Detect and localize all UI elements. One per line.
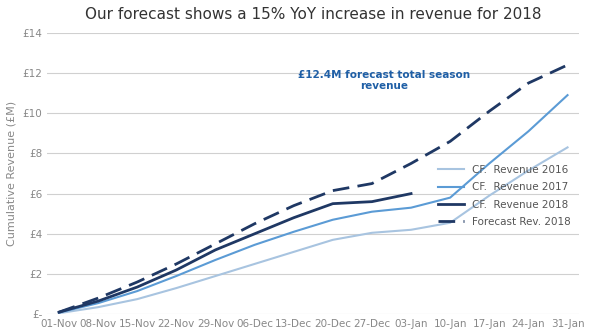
CF.  Revenue 2018 <box>329 202 337 206</box>
Forecast Rev. 2018 <box>486 109 493 113</box>
CF.  Revenue 2018 <box>95 299 102 303</box>
CF.  Revenue 2016 <box>329 238 337 242</box>
Forecast Rev. 2018 <box>251 222 258 226</box>
CF.  Revenue 2017 <box>525 129 532 133</box>
CF.  Revenue 2018 <box>173 268 180 272</box>
CF.  Revenue 2016 <box>212 274 219 278</box>
Forecast Rev. 2018 <box>368 181 376 185</box>
Forecast Rev. 2018 <box>95 296 102 300</box>
CF.  Revenue 2017 <box>212 258 219 262</box>
CF.  Revenue 2018 <box>212 248 219 252</box>
CF.  Revenue 2018 <box>134 285 141 289</box>
CF.  Revenue 2017 <box>329 218 337 222</box>
CF.  Revenue 2017 <box>368 210 376 214</box>
CF.  Revenue 2017 <box>486 162 493 166</box>
Line: Forecast Rev. 2018: Forecast Rev. 2018 <box>59 65 568 312</box>
CF.  Revenue 2016 <box>486 194 493 198</box>
CF.  Revenue 2016 <box>408 228 415 232</box>
CF.  Revenue 2017 <box>290 230 297 234</box>
CF.  Revenue 2018 <box>290 216 297 220</box>
CF.  Revenue 2017 <box>408 206 415 210</box>
Forecast Rev. 2018 <box>212 242 219 246</box>
CF.  Revenue 2016 <box>525 168 532 172</box>
Y-axis label: Cumulative Revenue (£M): Cumulative Revenue (£M) <box>7 101 17 246</box>
CF.  Revenue 2017 <box>447 196 454 200</box>
CF.  Revenue 2016 <box>251 262 258 266</box>
CF.  Revenue 2018 <box>55 310 63 314</box>
Line: CF.  Revenue 2016: CF. Revenue 2016 <box>59 148 568 313</box>
CF.  Revenue 2017 <box>173 274 180 278</box>
Forecast Rev. 2018 <box>408 162 415 166</box>
Title: Our forecast shows a 15% YoY increase in revenue for 2018: Our forecast shows a 15% YoY increase in… <box>85 7 542 22</box>
CF.  Revenue 2016 <box>55 311 63 315</box>
Forecast Rev. 2018 <box>447 139 454 143</box>
Legend: CF.  Revenue 2016, CF.  Revenue 2017, CF.  Revenue 2018, Forecast Rev. 2018: CF. Revenue 2016, CF. Revenue 2017, CF. … <box>433 160 576 232</box>
CF.  Revenue 2017 <box>55 310 63 314</box>
CF.  Revenue 2017 <box>251 243 258 247</box>
Forecast Rev. 2018 <box>525 81 532 85</box>
Forecast Rev. 2018 <box>290 204 297 208</box>
CF.  Revenue 2016 <box>173 286 180 290</box>
CF.  Revenue 2016 <box>368 231 376 235</box>
CF.  Revenue 2017 <box>95 301 102 305</box>
Forecast Rev. 2018 <box>134 280 141 284</box>
CF.  Revenue 2017 <box>134 289 141 293</box>
CF.  Revenue 2017 <box>564 93 571 97</box>
Forecast Rev. 2018 <box>329 188 337 193</box>
Forecast Rev. 2018 <box>564 63 571 67</box>
CF.  Revenue 2016 <box>564 145 571 150</box>
CF.  Revenue 2018 <box>251 232 258 236</box>
CF.  Revenue 2016 <box>95 305 102 309</box>
CF.  Revenue 2016 <box>447 221 454 225</box>
Text: £12.4M forecast total season
revenue: £12.4M forecast total season revenue <box>297 70 470 91</box>
CF.  Revenue 2018 <box>368 200 376 204</box>
Forecast Rev. 2018 <box>55 310 63 314</box>
Line: CF.  Revenue 2017: CF. Revenue 2017 <box>59 95 568 312</box>
Line: CF.  Revenue 2018: CF. Revenue 2018 <box>59 194 411 312</box>
CF.  Revenue 2016 <box>290 250 297 254</box>
Forecast Rev. 2018 <box>173 262 180 266</box>
CF.  Revenue 2016 <box>134 297 141 301</box>
CF.  Revenue 2018 <box>408 192 415 196</box>
